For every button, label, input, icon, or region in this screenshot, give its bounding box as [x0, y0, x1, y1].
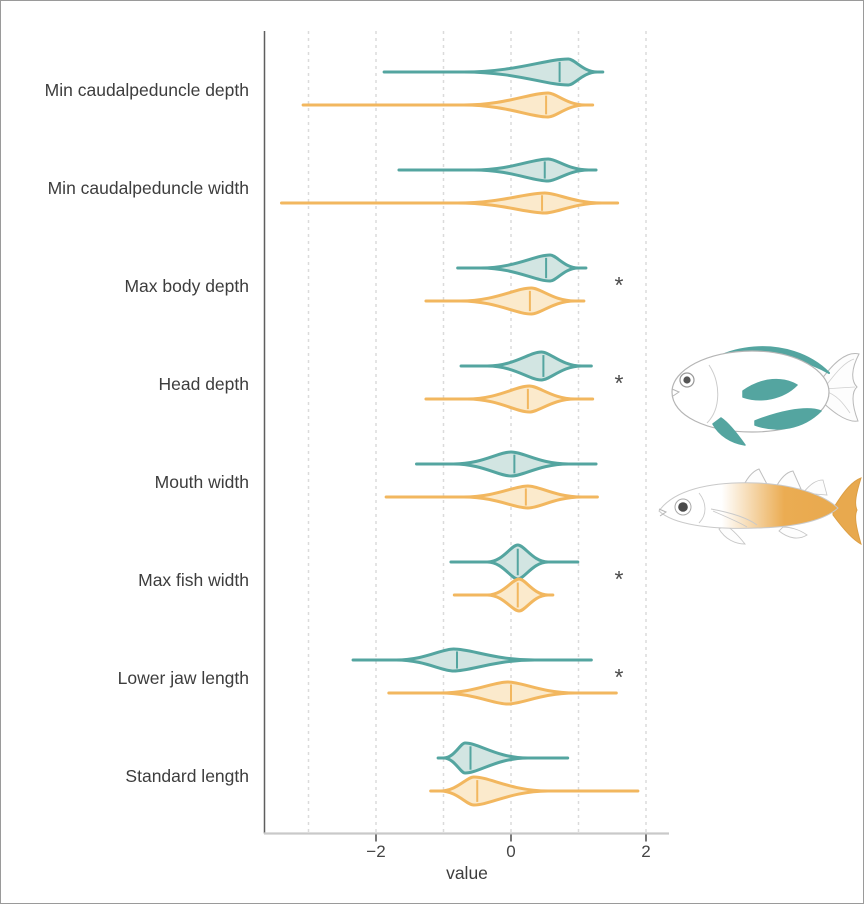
significance-asterisk: *: [614, 664, 624, 690]
teal-fish-illustration: [671, 346, 860, 446]
violin-teal: [415, 450, 598, 478]
category-label: Mouth width: [154, 472, 249, 492]
x-tick-label: 2: [641, 842, 651, 861]
orange-fish-lines: [698, 492, 758, 528]
violin-orange: [424, 286, 586, 316]
significance-asterisk: *: [614, 566, 624, 592]
teal-fish-pectoral-fin: [742, 378, 798, 401]
violin-teal: [397, 157, 598, 183]
significance-asterisk: *: [614, 272, 624, 298]
orange-fish-illustration: [658, 468, 862, 545]
category-label: Max body depth: [124, 276, 249, 296]
category-label: Lower jaw length: [117, 668, 249, 688]
orange-fish-pupil: [678, 502, 688, 512]
violin-orange: [301, 91, 595, 119]
significance-asterisk: *: [614, 370, 624, 396]
violin-teal: [456, 253, 588, 283]
category-label: Min caudalpeduncle depth: [44, 80, 249, 100]
violin-teal: [459, 350, 593, 382]
orange-fish-mouth: [658, 508, 668, 517]
teal-fish-pelvic-fin: [712, 417, 746, 446]
orange-fish-second-dorsal-fin: [802, 479, 828, 496]
orange-fish-tail: [832, 477, 862, 545]
violin-orange: [384, 484, 599, 510]
violin-teal: [449, 543, 580, 581]
x-tick-label: 0: [506, 842, 516, 861]
category-label: Head depth: [158, 374, 250, 394]
teal-fish-pupil: [683, 376, 691, 384]
violin-teal: [436, 741, 570, 775]
x-tick-label: −2: [366, 842, 386, 861]
violin-orange: [452, 577, 555, 613]
teal-fish-gill-line: [706, 364, 719, 424]
category-label: Standard length: [125, 766, 249, 786]
teal-fish-mouth: [671, 388, 681, 397]
violin-teal: [382, 57, 605, 87]
violin-teal: [351, 647, 593, 673]
category-label: Min caudalpeduncle width: [47, 178, 249, 198]
category-label: Max fish width: [138, 570, 249, 590]
teal-fish-anal-fin: [754, 408, 822, 430]
violin-orange: [280, 191, 620, 215]
violin-orange: [429, 775, 640, 807]
x-axis-title: value: [446, 863, 488, 883]
violin-orange: [387, 680, 618, 706]
violin-orange: [424, 384, 595, 414]
